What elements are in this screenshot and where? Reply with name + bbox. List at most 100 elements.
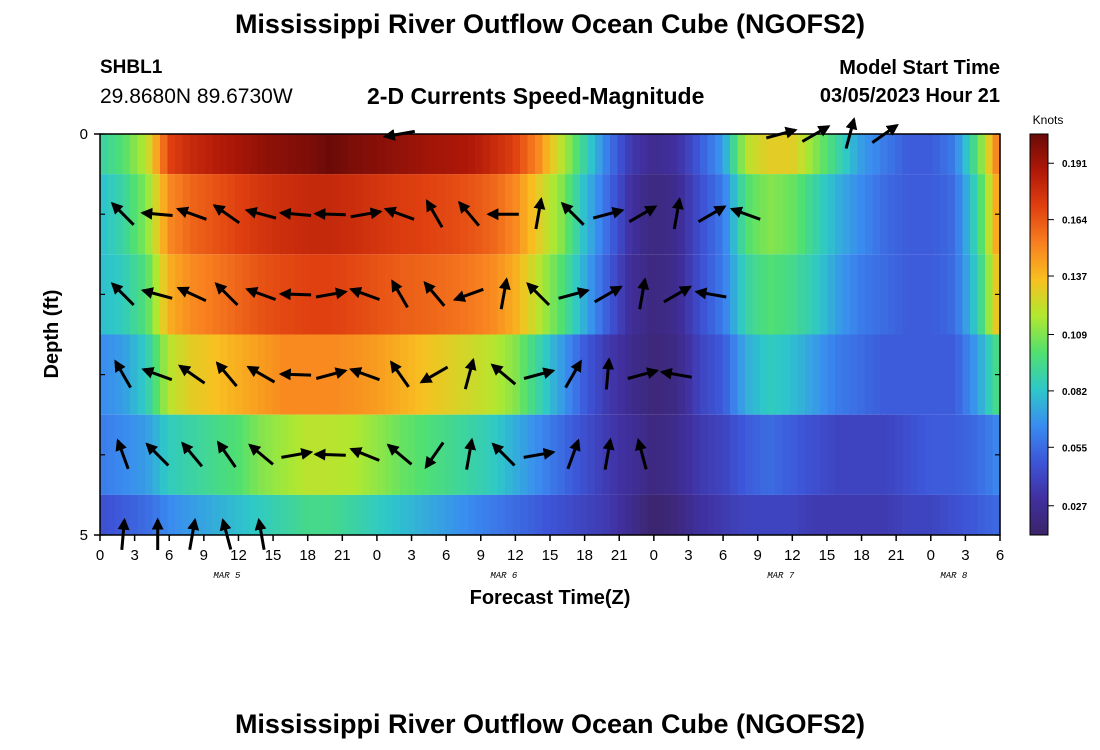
- heatmap-cell: [670, 414, 679, 495]
- current-vector-arrow: [390, 360, 410, 388]
- heatmap-cell: [722, 254, 731, 335]
- heatmap-cell: [512, 134, 521, 175]
- heatmap-cell: [932, 174, 941, 255]
- current-vector-arrow: [212, 204, 241, 225]
- heatmap-cell: [400, 494, 409, 535]
- heatmap-cell: [490, 134, 499, 175]
- plot-subtitle: 2-D Currents Speed-Magnitude: [367, 83, 705, 109]
- heatmap-cell: [512, 414, 521, 495]
- heatmap-cell: [655, 334, 664, 415]
- heatmap-cell: [790, 174, 799, 255]
- heatmap-cell: [370, 334, 379, 415]
- colorbar: Knots 0.191 0.164 0.137 0.109 0.082 0.055 0.02…: [1029, 113, 1087, 536]
- current-vector-arrow: [491, 442, 516, 467]
- heatmap-cell: [475, 414, 484, 495]
- heatmap-cell: [505, 334, 514, 415]
- heatmap-cell: [872, 414, 881, 495]
- heatmap-cell: [182, 334, 191, 415]
- heatmap-cell: [167, 134, 176, 175]
- x-tick-label: 21: [334, 547, 351, 564]
- heatmap-cell: [850, 254, 859, 335]
- heatmap-cell: [715, 334, 724, 415]
- heatmap-cell: [265, 134, 274, 175]
- heatmap-cell: [850, 334, 859, 415]
- current-vector-arrow: [313, 208, 346, 221]
- heatmap-cell: [902, 414, 911, 495]
- heatmap-cell: [445, 134, 454, 175]
- heatmap-cell: [385, 254, 394, 335]
- heatmap-cell: [647, 414, 656, 495]
- heatmap-cell: [242, 414, 251, 495]
- heatmap-cell: [370, 254, 379, 335]
- heatmap-cell: [182, 134, 191, 175]
- current-vector-arrow: [383, 206, 415, 221]
- heatmap-cell: [242, 134, 251, 175]
- heatmap-cell: [812, 414, 821, 495]
- heatmap-cell: [872, 134, 881, 175]
- heatmap-cell: [662, 494, 671, 535]
- heatmap-cell: [235, 134, 244, 175]
- heatmap-cell: [107, 494, 116, 535]
- heatmap-cell: [265, 334, 274, 415]
- current-vector-arrow: [350, 207, 383, 220]
- heatmap-cell: [625, 254, 634, 335]
- heatmap-cell: [392, 334, 401, 415]
- x-tick-label: 0: [373, 547, 381, 564]
- heatmap-cell: [415, 134, 424, 175]
- heatmap-cell: [272, 334, 281, 415]
- heatmap-cell: [917, 254, 926, 335]
- heatmap-cell: [122, 174, 131, 255]
- heatmap-cell: [790, 254, 799, 335]
- heatmap-cell: [452, 134, 461, 175]
- heatmap-cell: [617, 174, 626, 255]
- heatmap-cell: [107, 334, 116, 415]
- heatmap-cell: [205, 334, 214, 415]
- heatmap-cell: [932, 494, 941, 535]
- heatmap-cell: [662, 134, 671, 175]
- heatmap-cell: [272, 174, 281, 255]
- current-vector-arrow: [216, 440, 237, 468]
- heatmap-cell: [317, 254, 326, 335]
- heatmap-cell: [302, 134, 311, 175]
- current-vector-arrow: [110, 201, 135, 226]
- heatmap-cell: [197, 134, 206, 175]
- current-vector-arrow: [533, 197, 546, 230]
- heatmap-cell: [385, 134, 394, 175]
- current-vector-arrow: [425, 199, 444, 228]
- colorbar-tick-label: 0.109: [1062, 331, 1087, 342]
- heatmap-cell: [385, 414, 394, 495]
- heatmap-cell: [452, 334, 461, 415]
- heatmap-cell: [227, 414, 236, 495]
- heatmap-cell: [887, 134, 896, 175]
- heatmap-cell: [850, 414, 859, 495]
- heatmap-cell: [902, 174, 911, 255]
- heatmap-cell: [107, 174, 116, 255]
- heatmap-cell: [460, 174, 469, 255]
- heatmap-cell: [392, 494, 401, 535]
- heatmap-cell: [685, 254, 694, 335]
- heatmap-cell: [340, 334, 349, 415]
- heatmap-cell: [610, 414, 619, 495]
- heatmap-cell: [865, 334, 874, 415]
- heatmap-cell: [737, 494, 746, 535]
- current-vector-arrow: [671, 197, 684, 230]
- heatmap-cell: [707, 334, 716, 415]
- colorbar-tick-label: 0.137: [1062, 272, 1087, 283]
- current-vector-arrow: [637, 277, 650, 310]
- heatmap-cell: [175, 174, 184, 255]
- heatmap-cell: [745, 134, 754, 175]
- heatmap-cell: [347, 334, 356, 415]
- heatmap-cell: [985, 334, 994, 415]
- station-coordinates: 29.8680N 89.6730W: [100, 85, 293, 108]
- heatmap-cell: [730, 494, 739, 535]
- x-tick-label: 6: [719, 547, 727, 564]
- heatmap-cell: [482, 334, 491, 415]
- heatmap-cell: [265, 174, 274, 255]
- heatmap-cell: [745, 254, 754, 335]
- heatmap-cell: [685, 494, 694, 535]
- heatmap-cell: [482, 494, 491, 535]
- heatmap-cell: [310, 494, 319, 535]
- heatmap-cell: [872, 254, 881, 335]
- heatmap-cell: [880, 414, 889, 495]
- colorbar-tick-label: 0.027: [1062, 502, 1087, 513]
